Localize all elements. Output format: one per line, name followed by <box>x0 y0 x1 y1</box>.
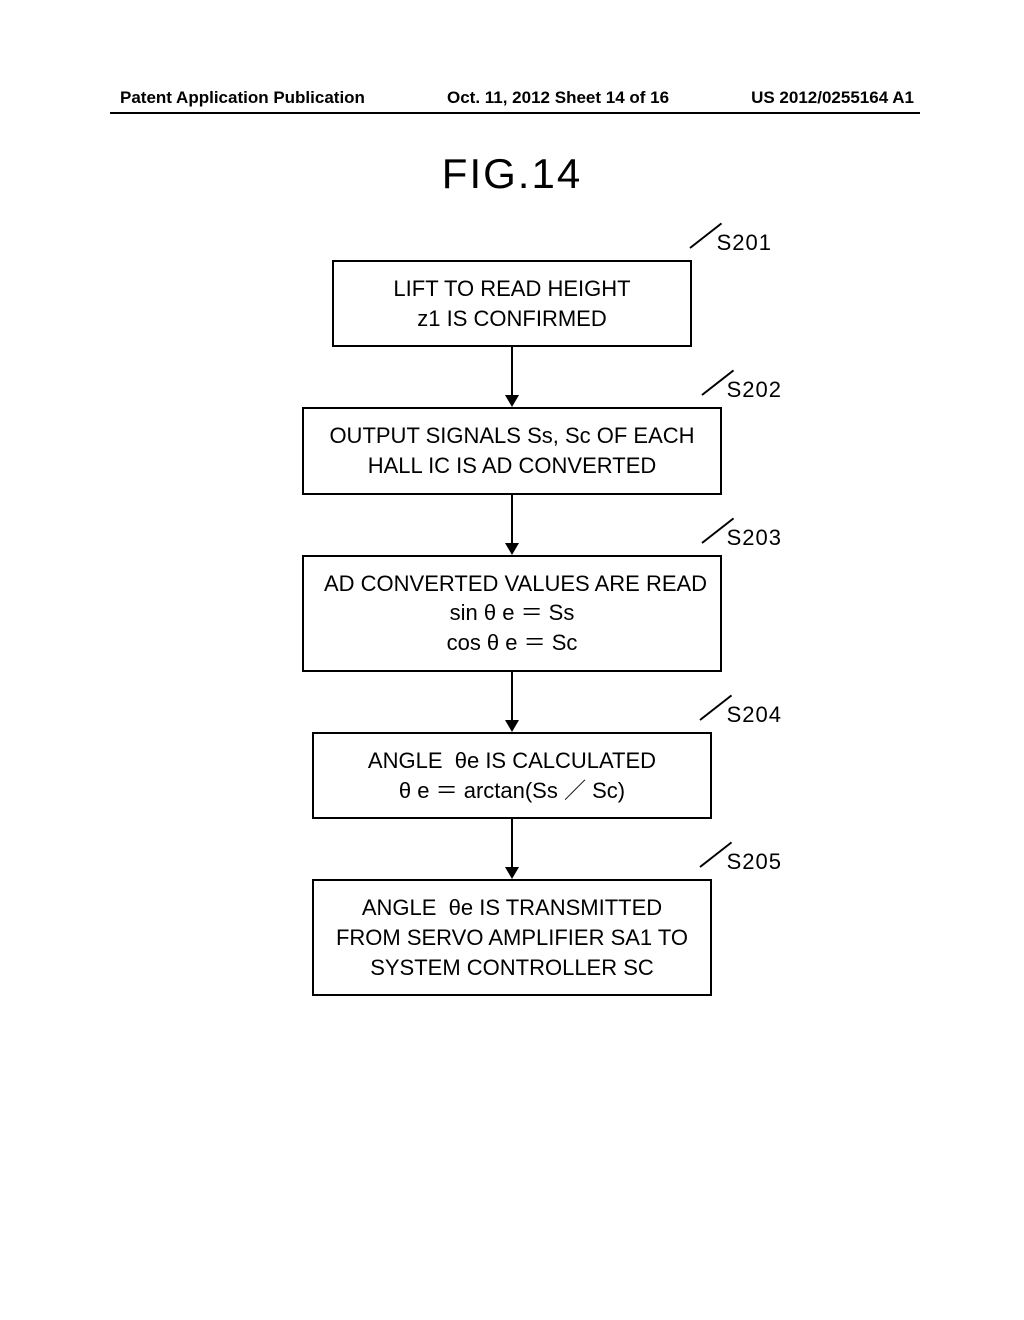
flow-box: ANGLE θe IS CALCULATEDθ e ＝ arctan(Ss ／ … <box>312 732 712 819</box>
flow-arrow <box>505 347 519 407</box>
flow-step-s202: OUTPUT SIGNALS Ss, Sc OF EACHHALL IC IS … <box>302 407 722 494</box>
header-left: Patent Application Publication <box>120 88 365 108</box>
flow-box: AD CONVERTED VALUES ARE READsin θ e ＝ Ss… <box>302 555 722 672</box>
flow-step-s201: LIFT TO READ HEIGHTz1 IS CONFIRMEDS201 <box>332 260 692 347</box>
flow-box-line: ANGLE θe IS CALCULATED <box>334 746 690 776</box>
flow-box-line: cos θ e ＝ Sc <box>324 628 700 658</box>
flow-box-line: HALL IC IS AD CONVERTED <box>324 451 700 481</box>
flow-arrow <box>505 819 519 879</box>
header-divider <box>110 112 920 114</box>
header-mid: Oct. 11, 2012 Sheet 14 of 16 <box>447 88 669 108</box>
flow-arrow <box>505 672 519 732</box>
flow-step-label: S205 <box>727 849 782 875</box>
flow-step-label: S202 <box>727 377 782 403</box>
figure-title: FIG.14 <box>0 150 1024 198</box>
flow-box-line: z1 IS CONFIRMED <box>354 304 670 334</box>
flow-box-line: ANGLE θe IS TRANSMITTED <box>334 893 690 923</box>
flow-box-line: OUTPUT SIGNALS Ss, Sc OF EACH <box>324 421 700 451</box>
flow-box-line: AD CONVERTED VALUES ARE READ <box>324 569 700 599</box>
flow-box-line: LIFT TO READ HEIGHT <box>354 274 670 304</box>
flow-step-s203: AD CONVERTED VALUES ARE READsin θ e ＝ Ss… <box>302 555 722 672</box>
flow-step-s204: ANGLE θe IS CALCULATEDθ e ＝ arctan(Ss ／ … <box>312 732 712 819</box>
flow-box-line: θ e ＝ arctan(Ss ／ Sc) <box>334 776 690 806</box>
flow-step-label: S204 <box>727 702 782 728</box>
flow-box-line: FROM SERVO AMPLIFIER SA1 TO <box>334 923 690 953</box>
flow-arrow <box>505 495 519 555</box>
flow-box: ANGLE θe IS TRANSMITTEDFROM SERVO AMPLIF… <box>312 879 712 996</box>
page-header: Patent Application Publication Oct. 11, … <box>0 88 1024 108</box>
flow-box-line: sin θ e ＝ Ss <box>324 598 700 628</box>
flow-box: LIFT TO READ HEIGHTz1 IS CONFIRMED <box>332 260 692 347</box>
flowchart-container: LIFT TO READ HEIGHTz1 IS CONFIRMEDS201 OU… <box>0 260 1024 996</box>
flow-step-label: S203 <box>727 525 782 551</box>
flow-box-line: SYSTEM CONTROLLER SC <box>334 953 690 983</box>
flow-box: OUTPUT SIGNALS Ss, Sc OF EACHHALL IC IS … <box>302 407 722 494</box>
flow-step-label: S201 <box>717 230 772 256</box>
header-right: US 2012/0255164 A1 <box>751 88 914 108</box>
flow-step-s205: ANGLE θe IS TRANSMITTEDFROM SERVO AMPLIF… <box>312 879 712 996</box>
